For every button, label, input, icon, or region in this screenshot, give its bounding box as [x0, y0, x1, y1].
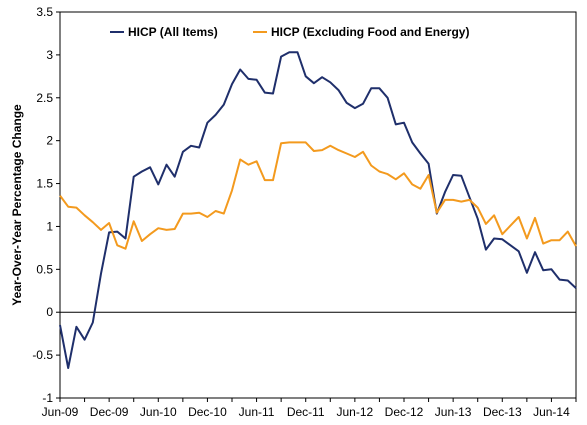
x-axis-ticks: Jun-09 Dec-09 Jun-10 Dec-10 Jun-11 Dec-11 Jun-… — [42, 398, 577, 419]
x-tick-label: Dec-10 — [188, 405, 227, 419]
series-line-core — [59, 141, 577, 250]
y-tick-label: 3.5 — [36, 5, 53, 19]
y-tick-label: -0.5 — [32, 348, 53, 362]
y-tick-label: 2 — [46, 134, 53, 148]
x-tick-label: Dec-11 — [287, 405, 325, 419]
x-tick-label: Dec-13 — [483, 405, 522, 419]
y-axis-ticks: -1 -0.5 0 0.5 1 1.5 2 2.5 3 3.5 — [32, 5, 60, 405]
y-tick-label: 3 — [46, 48, 53, 62]
y-tick-label: 2.5 — [36, 91, 53, 105]
plot-area — [59, 11, 577, 399]
x-tick-label: Jun-14 — [533, 405, 570, 419]
x-tick-label: Jun-11 — [239, 405, 275, 419]
legend: HICP (All Items) HICP (Excluding Food an… — [110, 25, 469, 39]
y-tick-label: 1.5 — [36, 177, 53, 191]
legend-label-core: HICP (Excluding Food and Energy) — [271, 25, 469, 39]
legend-label-all-items: HICP (All Items) — [128, 25, 218, 39]
y-tick-label: 1 — [46, 219, 53, 233]
y-axis-title: Year-Over-Year Percentage Change — [10, 104, 24, 306]
x-tick-label: Jun-10 — [140, 405, 177, 419]
x-tick-label: Jun-13 — [435, 405, 472, 419]
x-tick-label: Dec-12 — [385, 405, 424, 419]
series-line-all-items — [59, 51, 577, 369]
series-lines — [59, 51, 577, 369]
x-tick-label: Jun-12 — [337, 405, 374, 419]
x-tick-label: Dec-09 — [90, 405, 129, 419]
y-tick-label: 0 — [46, 305, 53, 319]
y-tick-label: -1 — [42, 391, 53, 405]
y-tick-label: 0.5 — [36, 262, 53, 276]
x-tick-label: Jun-09 — [42, 405, 79, 419]
